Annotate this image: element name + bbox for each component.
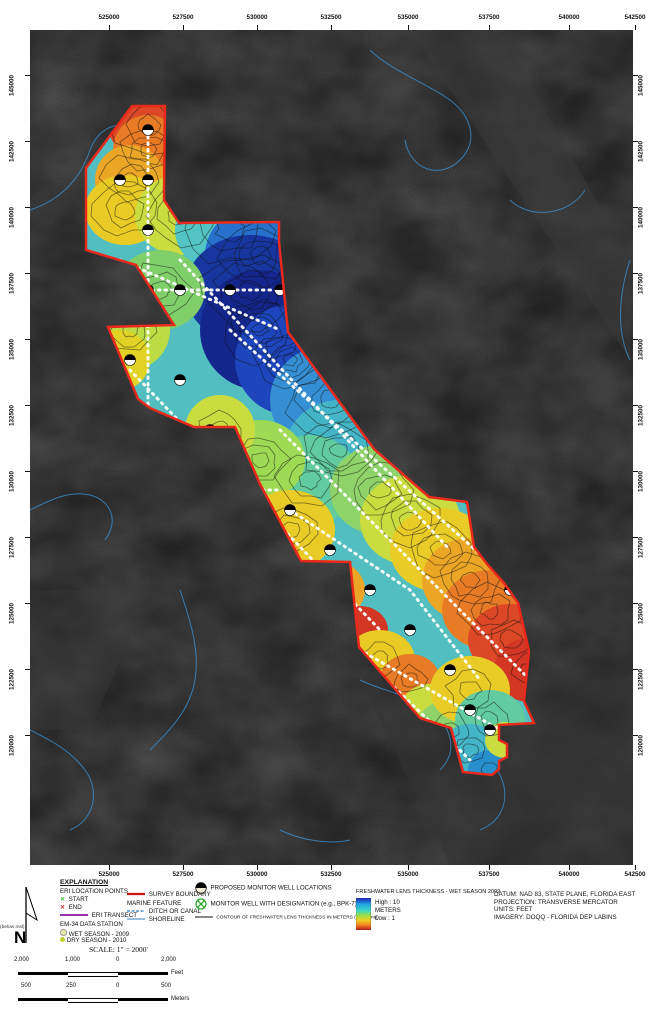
svg-text:N: N xyxy=(14,928,26,947)
